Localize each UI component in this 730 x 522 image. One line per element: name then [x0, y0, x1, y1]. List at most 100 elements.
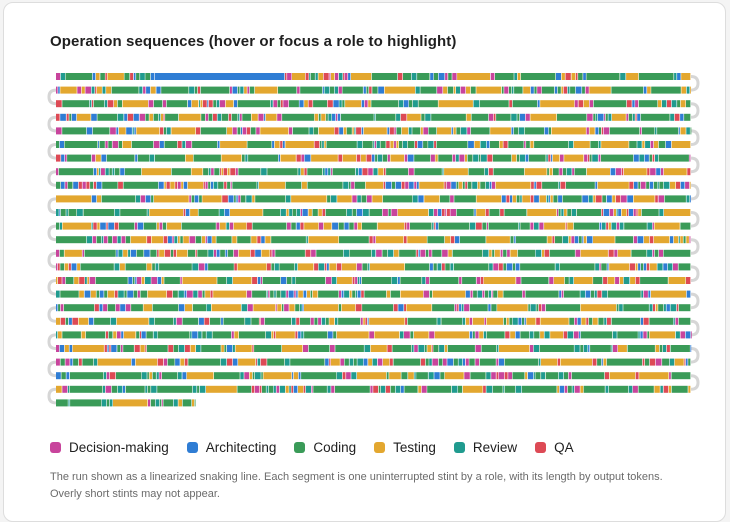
stint-testing: [146, 263, 152, 271]
stint-coding: [154, 317, 174, 325]
stint-review: [336, 372, 342, 380]
stint-testing: [72, 345, 104, 352]
stint-coding: [436, 141, 468, 148]
stint-testing: [345, 100, 362, 108]
stint-qa: [608, 249, 614, 257]
stint-coding: [151, 195, 154, 203]
stint-review: [77, 209, 83, 216]
stint-testing: [140, 345, 145, 352]
stint-testing: [512, 195, 517, 203]
stint-testing: [293, 372, 299, 380]
stint-testing: [671, 141, 691, 148]
stint-architect: [192, 331, 198, 339]
legend-decision[interactable]: Decision-making: [50, 440, 169, 455]
stint-decision: [405, 181, 409, 189]
stint-coding: [516, 236, 547, 244]
legend-review[interactable]: Review: [453, 440, 517, 455]
snake-chart[interactable]: [4, 3, 727, 423]
legend-label: Decision-making: [69, 440, 169, 455]
stint-qa: [296, 317, 300, 325]
stint-review: [343, 249, 349, 257]
stint-qa: [210, 290, 213, 298]
stint-coding: [589, 154, 592, 162]
legend-testing[interactable]: Testing: [374, 440, 436, 455]
stint-coding: [282, 304, 284, 312]
stint-coding: [404, 385, 418, 393]
stint-testing: [506, 317, 509, 325]
stint-coding: [688, 358, 691, 366]
stint-coding: [262, 277, 281, 284]
stint-testing: [510, 249, 518, 257]
stint-testing: [553, 277, 565, 284]
stint-review: [514, 73, 517, 80]
stint-review: [408, 127, 412, 135]
stint-testing: [190, 209, 198, 216]
stint-review: [99, 168, 101, 176]
stint-testing: [465, 154, 467, 162]
stint-coding: [410, 222, 432, 230]
stint-testing: [149, 372, 152, 380]
stint-coding: [147, 372, 149, 380]
stint-decision: [311, 385, 313, 393]
stint-testing: [141, 168, 171, 176]
stint-decision: [482, 290, 485, 298]
stint-testing: [301, 181, 307, 189]
stint-qa: [536, 181, 542, 189]
stint-coding: [197, 249, 208, 257]
stint-coding: [155, 154, 185, 162]
stint-qa: [106, 331, 108, 339]
legend-architect[interactable]: Architecting: [186, 440, 276, 455]
stint-decision: [283, 100, 289, 108]
stint-testing: [657, 100, 662, 108]
stint-testing: [466, 113, 471, 121]
stint-testing: [383, 358, 390, 366]
stint-coding: [617, 331, 638, 339]
stint-architect: [395, 181, 401, 189]
stint-architect: [474, 209, 476, 216]
stint-qa: [676, 181, 681, 189]
stint-architect: [356, 209, 363, 216]
stint-testing: [626, 73, 639, 80]
stint-review: [583, 345, 588, 352]
stint-coding: [503, 263, 507, 271]
stint-architect: [465, 290, 470, 298]
stint-qa: [629, 263, 635, 271]
stint-testing: [178, 236, 180, 244]
stint-qa: [431, 345, 433, 352]
stint-review: [273, 385, 276, 393]
stint-decision: [318, 222, 324, 230]
stint-architect: [534, 181, 536, 189]
stint-decision: [450, 209, 456, 216]
stint-coding: [580, 345, 584, 352]
stint-decision: [587, 113, 593, 121]
stint-decision: [364, 100, 368, 108]
stint-review: [280, 209, 286, 216]
stint-decision: [612, 345, 618, 352]
legend-qa[interactable]: QA: [535, 440, 574, 455]
stint-decision: [557, 209, 559, 216]
stint-decision: [219, 100, 226, 108]
stint-architect: [302, 304, 304, 312]
stint-review: [156, 372, 159, 380]
stint-architect: [643, 86, 647, 94]
stint-architect: [158, 181, 164, 189]
stint-decision: [272, 249, 275, 257]
stint-coding: [109, 168, 112, 176]
stint-coding: [470, 372, 486, 380]
stint-architect: [582, 195, 588, 203]
stint-testing: [342, 263, 357, 271]
stint-coding: [541, 86, 555, 94]
stint-testing: [314, 113, 319, 121]
stint-architect: [272, 141, 275, 148]
stint-review: [240, 86, 244, 94]
stint-testing: [343, 127, 347, 135]
stint-review: [145, 277, 151, 284]
stint-decision: [153, 141, 160, 148]
stint-architect: [133, 113, 139, 121]
stint-coding: [80, 263, 114, 271]
stint-coding: [267, 358, 285, 366]
stint-coding: [659, 181, 664, 189]
legend-coding[interactable]: Coding: [294, 440, 356, 455]
stint-testing: [260, 127, 289, 135]
stint-qa: [58, 277, 62, 284]
